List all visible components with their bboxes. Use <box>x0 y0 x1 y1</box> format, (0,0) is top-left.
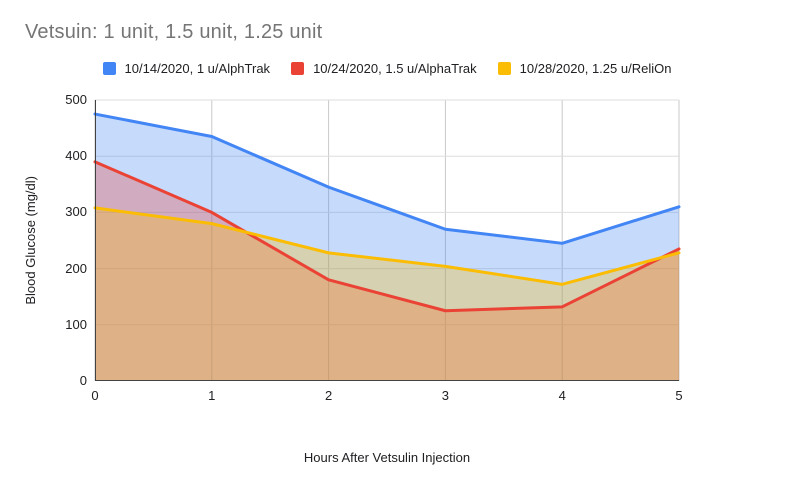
y-tick-label: 500 <box>65 92 87 107</box>
legend: 10/14/2020, 1 u/AlphTrak 10/24/2020, 1.5… <box>0 60 774 76</box>
x-tick-label: 3 <box>441 388 450 403</box>
x-tick-label: 0 <box>91 388 99 403</box>
legend-label-red: 10/24/2020, 1.5 u/AlphaTrak <box>313 60 477 76</box>
legend-swatch-red <box>291 61 305 75</box>
legend-item-red: 10/24/2020, 1.5 u/AlphaTrak <box>291 61 477 76</box>
legend-swatch-yellow <box>497 61 511 75</box>
plot-area <box>93 99 681 382</box>
y-tick-label: 0 <box>79 373 87 388</box>
x-tick-label: 4 <box>558 388 566 403</box>
series-area-1 <box>95 161 679 381</box>
x-tick-label: 5 <box>675 388 683 403</box>
y-tick-label: 200 <box>65 260 87 276</box>
legend-swatch-blue <box>102 61 116 75</box>
legend-item-blue: 10/14/2020, 1 u/AlphTrak <box>102 60 271 76</box>
legend-label-blue: 10/14/2020, 1 u/AlphTrak <box>124 60 271 76</box>
x-axis-tick-labels: 0 1 2 3 4 5 <box>91 388 683 404</box>
x-axis-title: Hours After Vetsulin Injection <box>303 450 471 465</box>
series-line-1 <box>93 160 681 313</box>
series-line-0 <box>93 112 681 245</box>
legend-item-yellow: 10/28/2020, 1.25 u/ReliOn <box>497 60 672 76</box>
y-tick-label: 300 <box>65 204 87 220</box>
x-tick-label: 2 <box>324 388 333 403</box>
series-area-0 <box>95 114 679 382</box>
y-axis-tick-labels: 0 100 200 300 400 500 <box>0 93 87 388</box>
legend-label-yellow: 10/28/2020, 1.25 u/ReliOn <box>519 60 672 76</box>
y-tick-label: 100 <box>65 316 87 332</box>
chart-title: Vetsuin: 1 unit, 1.5 unit, 1.25 unit <box>25 21 323 43</box>
series-line-2 <box>93 206 681 286</box>
x-tick-label: 1 <box>208 388 216 403</box>
y-tick-label: 400 <box>65 148 87 164</box>
